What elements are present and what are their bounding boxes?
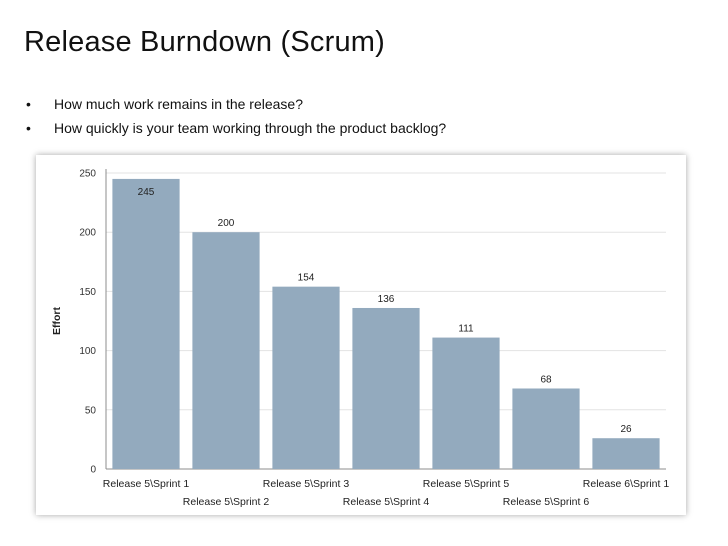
- bar-value-label: 154: [298, 273, 315, 284]
- x-tick-label: Release 5\Sprint 1: [103, 478, 190, 490]
- bar: [192, 232, 260, 469]
- bar-value-label: 26: [620, 424, 632, 435]
- y-tick-label: 50: [85, 405, 97, 416]
- bar-value-label: 111: [458, 324, 474, 335]
- y-tick-label: 150: [79, 287, 96, 298]
- bullet-list: • How much work remains in the release? …: [24, 92, 446, 140]
- y-tick-label: 250: [79, 169, 96, 180]
- bar: [592, 438, 660, 469]
- bullet-text: How much work remains in the release?: [54, 96, 303, 112]
- bar: [512, 388, 580, 469]
- burndown-chart-svg: 0 50 100 150 200 250 Effort 245 Release 5\Sprint…: [51, 169, 670, 509]
- bar-value-label: 245: [138, 187, 155, 198]
- x-tick-label: Release 5\Sprint 4: [343, 496, 430, 508]
- bar-value-label: 136: [378, 294, 395, 305]
- bullet-glyph: •: [26, 96, 31, 112]
- y-tick-label: 200: [79, 228, 96, 239]
- bar: [112, 178, 180, 470]
- x-tick-label: Release 6\Sprint 1: [583, 478, 670, 490]
- slide-title: Release Burndown (Scrum): [24, 26, 385, 58]
- bar-value-label: 200: [218, 218, 235, 229]
- x-tick-label: Release 5\Sprint 3: [263, 478, 350, 490]
- y-tick-label: 0: [90, 465, 96, 476]
- bar-value-label: 68: [540, 374, 552, 385]
- bullet-item: • How quickly is your team working throu…: [24, 116, 446, 140]
- bullet-glyph: •: [26, 120, 31, 136]
- bar: [352, 307, 420, 469]
- x-tick-label: Release 5\Sprint 5: [423, 478, 510, 490]
- y-tick-label: 100: [79, 346, 96, 357]
- burndown-chart: 0 50 100 150 200 250 Effort 245 Release 5\Sprint…: [36, 155, 686, 515]
- bullet-text: How quickly is your team working through…: [54, 120, 447, 136]
- x-tick-label: Release 5\Sprint 2: [183, 496, 270, 508]
- bar: [272, 286, 340, 469]
- x-tick-label: Release 5\Sprint 6: [503, 496, 590, 508]
- bullet-item: • How much work remains in the release?: [24, 92, 446, 116]
- y-axis-label: Effort: [51, 307, 63, 335]
- bar: [432, 337, 500, 469]
